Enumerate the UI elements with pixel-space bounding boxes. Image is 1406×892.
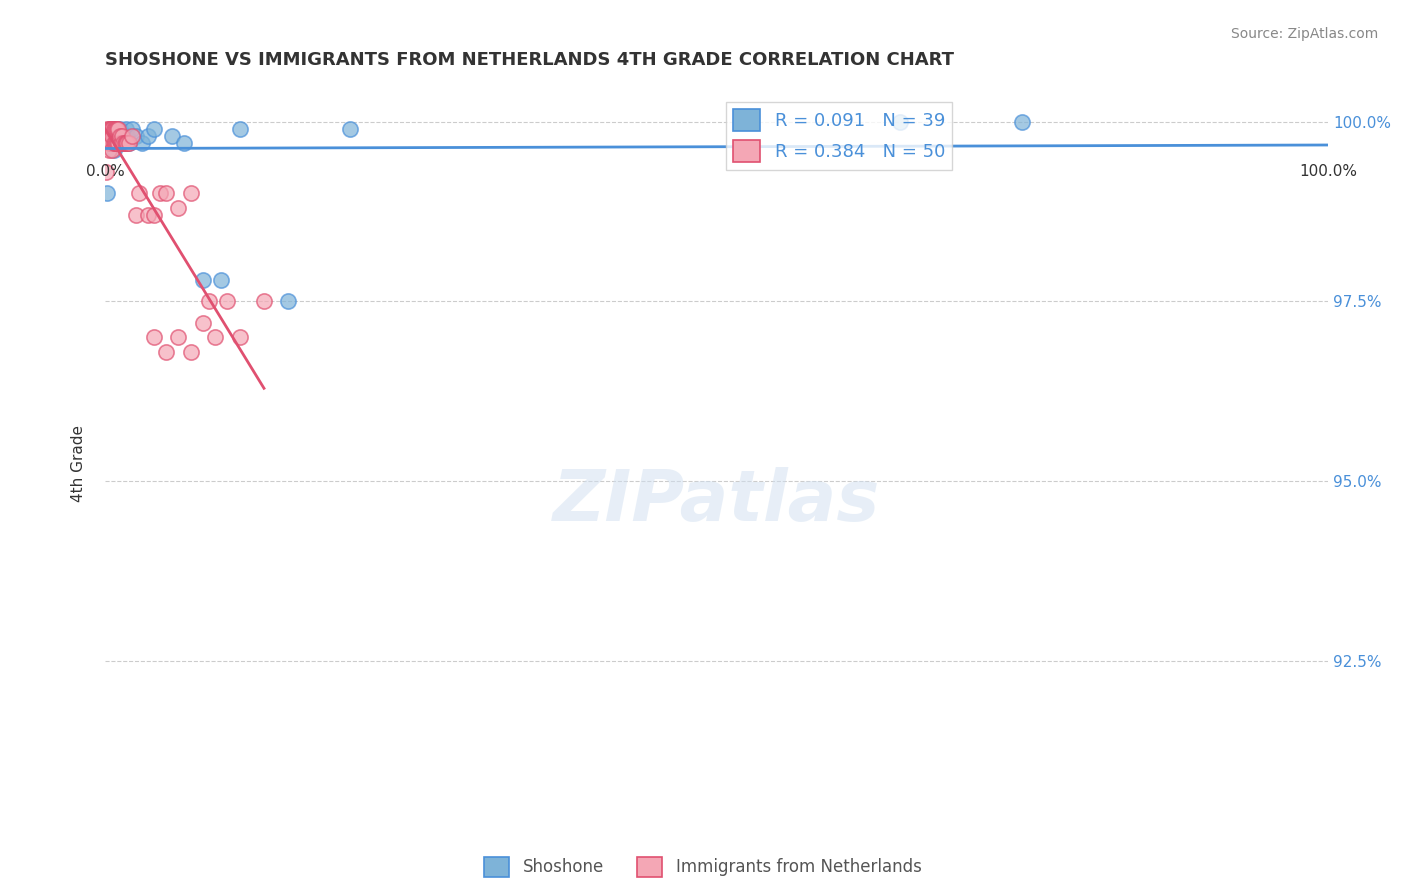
Point	[228, 121, 250, 136]
Point	[118, 136, 141, 150]
Point	[98, 121, 121, 136]
Point	[108, 121, 131, 136]
Point	[162, 128, 184, 143]
Legend: R = 0.091   N = 39, R = 0.384   N = 50: R = 0.091 N = 39, R = 0.384 N = 50	[725, 102, 952, 169]
Point	[209, 273, 232, 287]
Point	[108, 128, 131, 143]
Point	[107, 121, 129, 136]
Point	[101, 136, 124, 150]
Point	[114, 128, 136, 143]
Point	[98, 121, 121, 136]
Point	[103, 121, 125, 136]
Point	[105, 121, 128, 136]
Point	[104, 136, 127, 150]
Point	[103, 143, 125, 157]
Point	[101, 143, 124, 157]
Point	[96, 165, 118, 179]
Point	[96, 121, 118, 136]
Point	[277, 294, 299, 309]
Point	[155, 344, 177, 359]
Point	[97, 128, 120, 143]
Point	[131, 136, 153, 150]
Point	[124, 208, 146, 222]
Point	[98, 136, 121, 150]
Point	[104, 136, 127, 150]
Point	[105, 121, 128, 136]
Point	[173, 136, 195, 150]
Point	[136, 128, 159, 143]
Point	[111, 128, 134, 143]
Point	[167, 330, 190, 344]
Point	[105, 121, 128, 136]
Point	[103, 121, 125, 136]
Point	[105, 136, 128, 150]
Legend: Shoshone, Immigrants from Netherlands: Shoshone, Immigrants from Netherlands	[478, 850, 928, 884]
Point	[101, 128, 124, 143]
Point	[121, 128, 143, 143]
Point	[253, 294, 276, 309]
Point	[104, 121, 127, 136]
Point	[142, 330, 165, 344]
Point	[105, 136, 128, 150]
Point	[149, 186, 172, 201]
Text: Source: ZipAtlas.com: Source: ZipAtlas.com	[1230, 27, 1378, 41]
Point	[101, 121, 124, 136]
Point	[97, 121, 120, 136]
Text: ZIPatlas: ZIPatlas	[553, 467, 880, 536]
Point	[124, 128, 146, 143]
Point	[100, 136, 122, 150]
Point	[110, 128, 132, 143]
Point	[96, 186, 118, 201]
Point	[889, 114, 911, 128]
Y-axis label: 4th Grade: 4th Grade	[72, 425, 86, 502]
Point	[112, 136, 135, 150]
Point	[155, 186, 177, 201]
Point	[100, 121, 122, 136]
Point	[97, 128, 120, 143]
Point	[104, 121, 127, 136]
Point	[100, 136, 122, 150]
Point	[167, 201, 190, 215]
Text: 100.0%: 100.0%	[1299, 164, 1357, 179]
Point	[114, 121, 136, 136]
Point	[142, 208, 165, 222]
Point	[98, 136, 121, 150]
Point	[97, 143, 120, 157]
Point	[180, 344, 202, 359]
Point	[107, 128, 129, 143]
Point	[204, 330, 226, 344]
Point	[105, 136, 128, 150]
Point	[217, 294, 239, 309]
Point	[96, 136, 118, 150]
Point	[1011, 114, 1033, 128]
Text: 0.0%: 0.0%	[86, 164, 124, 179]
Point	[128, 186, 150, 201]
Point	[101, 128, 124, 143]
Point	[198, 294, 221, 309]
Point	[121, 121, 143, 136]
Point	[100, 128, 122, 143]
Point	[103, 128, 125, 143]
Point	[103, 136, 125, 150]
Point	[115, 136, 138, 150]
Point	[191, 316, 214, 330]
Point	[118, 136, 141, 150]
Point	[142, 121, 165, 136]
Point	[136, 208, 159, 222]
Point	[107, 136, 129, 150]
Point	[112, 136, 135, 150]
Point	[191, 273, 214, 287]
Point	[114, 136, 136, 150]
Point	[105, 128, 128, 143]
Point	[180, 186, 202, 201]
Point	[114, 136, 136, 150]
Text: SHOSHONE VS IMMIGRANTS FROM NETHERLANDS 4TH GRADE CORRELATION CHART: SHOSHONE VS IMMIGRANTS FROM NETHERLANDS …	[105, 51, 955, 69]
Point	[339, 121, 361, 136]
Point	[101, 121, 124, 136]
Point	[115, 128, 138, 143]
Point	[110, 136, 132, 150]
Point	[228, 330, 250, 344]
